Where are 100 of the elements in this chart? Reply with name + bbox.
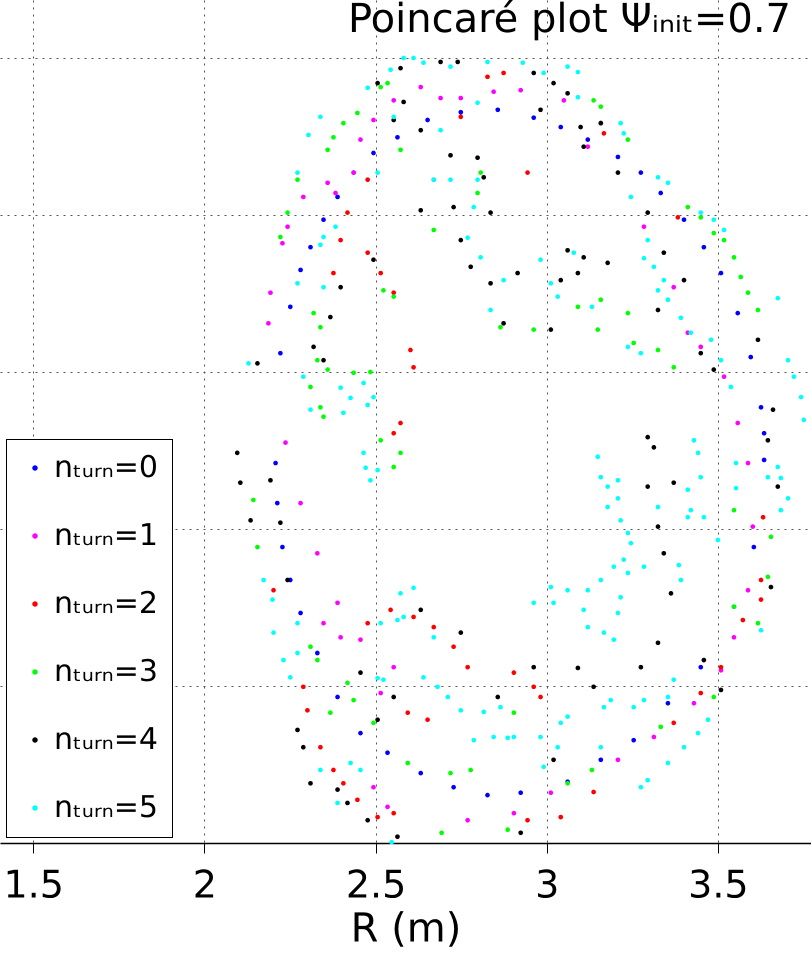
point: [602, 131, 606, 136]
point: [666, 700, 670, 706]
point: [331, 270, 336, 276]
x-tick-label: 2: [192, 862, 217, 906]
point: [485, 74, 490, 80]
point: [278, 350, 283, 356]
point: [405, 710, 410, 716]
point: [431, 624, 436, 630]
x-tick-label: 1.5: [3, 862, 64, 906]
point: [395, 134, 400, 140]
point: [750, 524, 756, 529]
legend-label: nₜᵤᵣₙ=3: [54, 654, 158, 689]
point: [718, 270, 724, 276]
point: [438, 96, 443, 100]
point: [675, 215, 680, 220]
point: [285, 224, 290, 230]
point: [411, 364, 416, 370]
point: [558, 814, 564, 820]
point: [591, 790, 596, 794]
x-tick-label: 3: [535, 862, 560, 906]
point: [762, 458, 766, 462]
point: [698, 664, 704, 670]
point: [371, 150, 376, 156]
point: [280, 544, 285, 550]
point: [658, 190, 664, 196]
point: [300, 684, 306, 690]
point: [732, 634, 736, 640]
point: [525, 170, 530, 175]
point: [298, 268, 303, 272]
point: [458, 96, 464, 100]
point: [315, 650, 320, 656]
point: [718, 664, 724, 670]
point: [692, 700, 696, 706]
point: [355, 797, 360, 802]
x-tick-label: 3.5: [688, 862, 749, 906]
point: [365, 620, 370, 626]
point: [538, 694, 543, 700]
point: [512, 670, 516, 675]
point: [762, 430, 766, 436]
point: [266, 320, 271, 326]
point: [512, 810, 516, 816]
point: [642, 224, 646, 230]
point: [652, 734, 656, 740]
point: [345, 210, 350, 215]
point: [638, 170, 644, 175]
point: [561, 98, 566, 103]
point: [325, 180, 330, 186]
legend-label: nₜᵤᵣₙ=5: [54, 790, 158, 825]
point: [338, 634, 343, 640]
x-tick-label: 2.5: [346, 862, 406, 906]
point: [418, 770, 424, 776]
point: [722, 374, 726, 380]
point: [531, 684, 536, 690]
point: [335, 694, 340, 700]
point: [391, 430, 396, 436]
point: [331, 768, 336, 772]
point: [585, 144, 590, 150]
point: [378, 690, 384, 696]
point: [758, 597, 764, 602]
point: [748, 354, 754, 360]
point: [585, 137, 590, 142]
point: [273, 460, 278, 466]
point: [418, 84, 424, 90]
point: [268, 290, 273, 296]
point: [375, 814, 380, 820]
point: [682, 217, 686, 222]
point: [300, 194, 306, 200]
point: [740, 618, 746, 622]
point: [411, 614, 416, 620]
point: [385, 750, 390, 756]
point: [458, 110, 464, 115]
point: [671, 720, 676, 726]
point: [388, 608, 393, 612]
point: [465, 664, 470, 670]
point: [485, 792, 490, 798]
point: [391, 98, 396, 103]
x-axis-title: R (m): [350, 906, 462, 952]
point: [760, 514, 766, 520]
point: [378, 270, 384, 276]
point: [371, 784, 376, 790]
point: [274, 500, 280, 506]
point: [558, 124, 564, 130]
point: [746, 460, 750, 466]
point: [298, 500, 303, 506]
point: [616, 154, 620, 160]
point: [458, 114, 464, 120]
point: [335, 194, 340, 200]
point: [598, 757, 604, 762]
point: [495, 107, 500, 112]
legend-label: nₜᵤᵣₙ=0: [54, 450, 158, 485]
point: [408, 348, 413, 352]
legend-label: nₜᵤᵣₙ=2: [54, 586, 158, 621]
point: [425, 118, 430, 122]
point: [385, 804, 390, 810]
point: [391, 664, 396, 670]
point: [391, 810, 396, 816]
point: [501, 70, 506, 76]
point: [702, 244, 706, 250]
point: [531, 115, 536, 120]
point: [308, 244, 313, 250]
